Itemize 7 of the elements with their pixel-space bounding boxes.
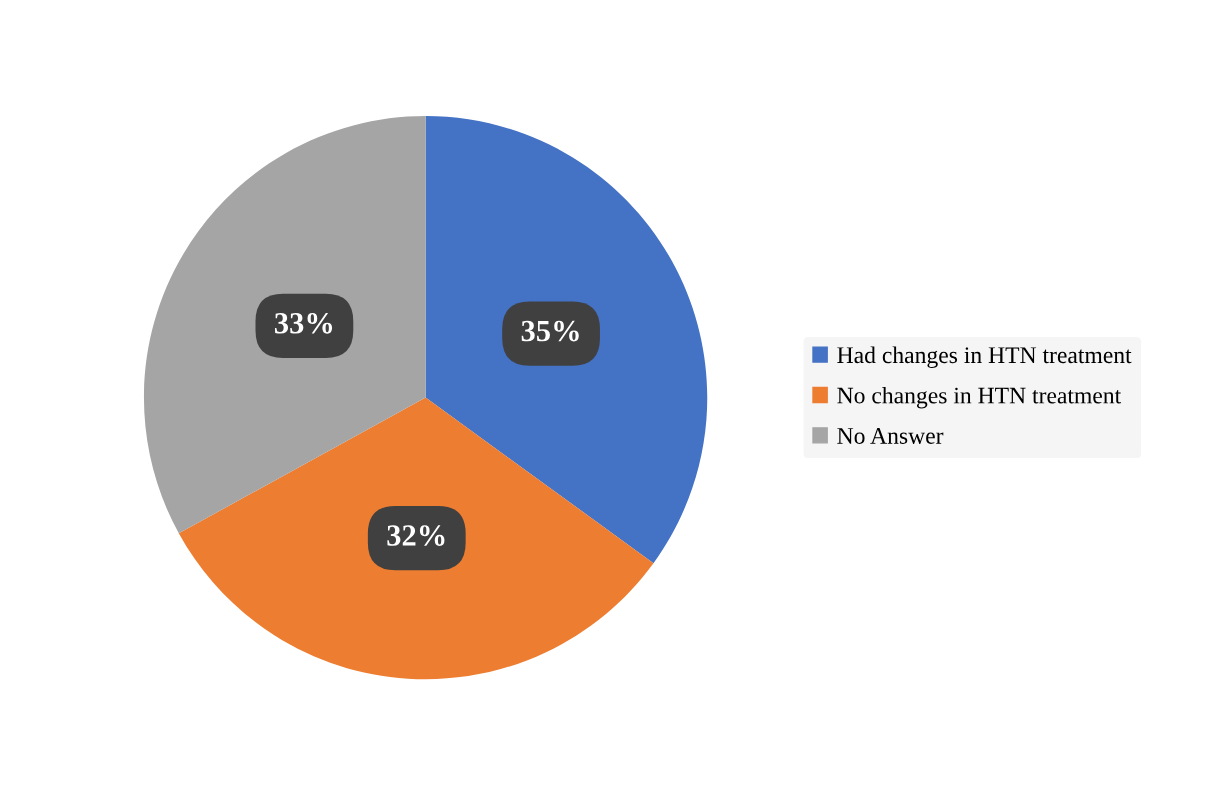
legend-label: No changes in HTN treatment (837, 386, 1122, 409)
data-label: 35% (521, 320, 579, 342)
pie-slice (178, 397, 654, 680)
legend-label: Had changes in HTN treatment (837, 346, 1132, 369)
legend-label: No Answer (837, 428, 944, 444)
data-label: 32% (387, 525, 445, 546)
data-label: 33% (274, 312, 333, 334)
